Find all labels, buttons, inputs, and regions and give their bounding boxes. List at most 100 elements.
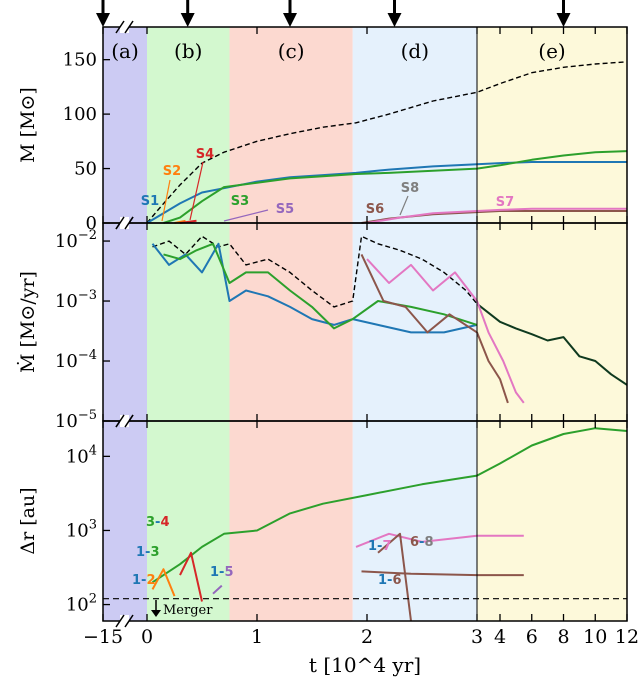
y-tick-label: 150 <box>63 50 97 71</box>
series-1-3 <box>151 427 628 584</box>
merger-label: Merger <box>163 603 213 618</box>
star-label-s5: S5 <box>276 202 294 217</box>
exponent: −3 <box>78 288 97 303</box>
star-label-s1: S1 <box>141 194 159 209</box>
star-label-s3: S3 <box>231 194 249 209</box>
curves <box>103 61 628 622</box>
y-tick-label: 10−5 <box>55 408 97 432</box>
pair-label-part: - <box>377 539 382 554</box>
series-3-4 <box>179 551 203 602</box>
pair-label-part: 1 <box>368 539 377 554</box>
axis-break-mark <box>124 614 134 628</box>
pair-label: 1-6 <box>378 573 402 588</box>
merger-arrow-head <box>151 610 161 617</box>
series-6-8 <box>377 532 412 622</box>
axis-break-mark <box>124 414 134 428</box>
pair-label-part: 1 <box>378 573 387 588</box>
leader-s2 <box>161 179 171 222</box>
star-label-s8: S8 <box>401 181 419 196</box>
axis-break-mark <box>124 216 134 230</box>
axis-break-gap <box>120 217 129 229</box>
y-tick-label: 103 <box>66 517 97 541</box>
axis-break-gap <box>120 415 129 427</box>
pair-label-part: 6 <box>392 573 401 588</box>
axis-break-mark <box>115 414 125 428</box>
pair-label-part: 1 <box>136 545 145 560</box>
series-1-7 <box>355 532 524 548</box>
exponent: −2 <box>78 228 97 243</box>
epoch-label: (e) <box>538 39 565 63</box>
y-axis-label: Δr [au] <box>17 487 39 554</box>
epoch-label: (b) <box>174 39 202 63</box>
pair-label-part: - <box>155 515 160 530</box>
pair-label-part: - <box>145 545 150 560</box>
epoch-band <box>147 27 230 621</box>
series-s3 <box>163 150 628 224</box>
axis-break-gap <box>120 21 129 33</box>
x-tick-label: 0 <box>141 626 153 648</box>
time-arrow-head <box>96 13 110 27</box>
pair-label-part: 6 <box>410 535 419 550</box>
x-tick-label: 2 <box>361 626 373 648</box>
series-total-late- <box>476 303 628 386</box>
y-tick-label: 100 <box>63 104 97 125</box>
axis-break-gap <box>120 615 129 627</box>
pair-label-part: 8 <box>424 535 433 550</box>
exponent: 4 <box>89 443 97 458</box>
series-1-2 <box>151 568 176 597</box>
pair-label-part: - <box>387 573 392 588</box>
epoch-bands <box>103 27 627 621</box>
pair-label-part: - <box>419 535 424 550</box>
exponent: 2 <box>89 592 97 607</box>
axis-labels: M [M⊙]Ṁ [M⊙/yr]Δr [au]−15 0 1 2 3 4 6 8 10 12t [1… <box>16 87 639 677</box>
y-tick-label: 50 <box>74 159 97 180</box>
x-tick-label: 4 <box>494 626 506 648</box>
leader-s8 <box>399 195 409 216</box>
x-tick-label: −15 <box>83 626 123 648</box>
panel-frame <box>102 420 628 622</box>
leader-s5 <box>223 209 269 222</box>
pair-label-part: 3 <box>150 545 159 560</box>
star-label-s6: S6 <box>366 202 384 217</box>
y-tick-label: 10−3 <box>55 288 97 312</box>
y-tick-label: 102 <box>66 592 97 616</box>
axis-break-mark <box>115 20 125 34</box>
pair-label-part: - <box>219 565 224 580</box>
epoch-label: (d) <box>401 39 429 63</box>
time-arrow-head <box>180 13 195 27</box>
x-tick-label: 6 <box>526 626 538 648</box>
y-axis-label: Ṁ [M⊙/yr] <box>16 271 39 373</box>
series-s1 <box>151 242 478 334</box>
epoch-label: (c) <box>278 39 305 63</box>
exponent: 3 <box>89 517 97 532</box>
x-tick-label: 8 <box>557 626 569 648</box>
series-s7 <box>366 258 525 404</box>
pair-label-part: 1 <box>210 565 219 580</box>
series-s1 <box>146 161 627 224</box>
axis-break-mark <box>124 20 134 34</box>
y-axis-label: M [M⊙] <box>17 87 39 163</box>
pair-label-part: 2 <box>146 573 155 588</box>
axis-break-mark <box>115 216 125 230</box>
pair-label: 1-5 <box>210 565 234 580</box>
pair-label: 1-3 <box>136 545 160 560</box>
time-arrow-head <box>556 13 571 27</box>
epoch-label: (a) <box>111 39 139 63</box>
y-tick-label: 0 <box>86 213 97 234</box>
axis-break-mark <box>115 614 125 628</box>
pair-label-part: 4 <box>160 515 169 530</box>
series-total <box>146 61 628 224</box>
pair-label: 6-8 <box>410 535 434 550</box>
y-tick-label: 10−2 <box>55 228 97 252</box>
x-tick-label: 1 <box>251 626 263 648</box>
series-1-5 <box>212 584 223 595</box>
time-arrow-head <box>387 13 402 27</box>
pair-label-part: 7 <box>382 539 391 554</box>
pair-label: 3-4 <box>146 515 170 530</box>
y-tick-label: 104 <box>66 443 97 467</box>
star-label-s2: S2 <box>163 164 181 179</box>
exponent: −5 <box>78 408 97 423</box>
series-s6 <box>360 253 509 404</box>
time-arrow-head <box>283 13 297 27</box>
epoch-band <box>103 27 147 621</box>
